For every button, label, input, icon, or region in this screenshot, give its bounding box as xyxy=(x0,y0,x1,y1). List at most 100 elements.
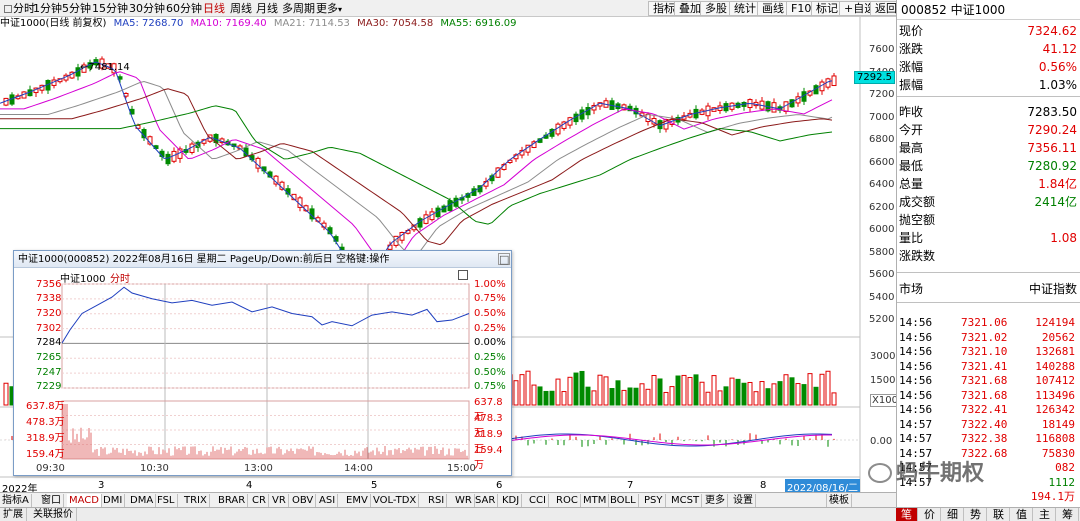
volume-bar xyxy=(789,377,795,406)
period-30min-button[interactable]: 30分钟 xyxy=(129,2,165,15)
indicator-tab[interactable]: TRIX xyxy=(182,494,210,507)
draw-line-button[interactable]: 画线 xyxy=(757,1,789,16)
popup-pct-tick: 0.50% xyxy=(474,367,506,378)
quote-row: 总量 1.84亿 xyxy=(899,177,1077,191)
indicator-tab[interactable]: ROC xyxy=(554,494,581,507)
close-icon[interactable]: □ xyxy=(498,253,510,266)
volume-bar xyxy=(699,381,705,406)
period-multi-button[interactable]: 多周期 xyxy=(282,2,315,15)
indicator-tab[interactable]: CCI xyxy=(527,494,549,507)
popup-price-tick: 7302 xyxy=(36,323,62,334)
indicator-tab[interactable]: EMV xyxy=(344,494,371,507)
moving-average-line xyxy=(0,71,833,266)
popup-price-tick: 7356 xyxy=(36,279,62,290)
indicator-tab[interactable]: BOLL xyxy=(608,494,639,507)
side-tab-4[interactable]: 联 xyxy=(988,508,1010,521)
multi-stock-button[interactable]: 多股 xyxy=(700,1,732,16)
indicator-tab[interactable]: ASI xyxy=(317,494,339,507)
macd-dea-line xyxy=(499,434,833,446)
quote-row: 最低 7280.92 xyxy=(899,159,1077,173)
volume-bar xyxy=(741,382,747,406)
indicator-tab[interactable]: MCST xyxy=(669,494,703,507)
volume-bar xyxy=(609,388,615,406)
indicator-tab[interactable]: 窗口 xyxy=(39,494,64,507)
period-intraday-button[interactable]: 分时 xyxy=(2,1,37,16)
indicator-tab[interactable]: WR xyxy=(453,494,475,507)
related-quote-button[interactable]: 关联报价 xyxy=(30,508,77,521)
period-monthly-button[interactable]: 月线 xyxy=(256,2,278,15)
indicator-tab[interactable]: 设置 xyxy=(731,494,756,507)
indicator-tab[interactable]: FSL xyxy=(155,494,178,507)
ma30-label: MA30: 7054.58 xyxy=(357,18,434,29)
indicator-tab[interactable]: VOL-TDX xyxy=(371,494,420,507)
popup-vol-tick: 637.8万 xyxy=(26,401,65,412)
popup-time-tick: 09:30 xyxy=(36,463,65,474)
intraday-popup[interactable]: 中证1000(000852) 2022年08月16日 星期二 PageUp/Do… xyxy=(13,250,512,476)
period-60min-button[interactable]: 60分钟 xyxy=(166,2,202,15)
date-mark: 6 xyxy=(496,480,503,491)
side-tab-7[interactable]: 筹 xyxy=(1057,508,1079,521)
popup-pct-tick: 0.25% xyxy=(474,323,506,334)
volume-bar xyxy=(585,386,591,406)
quote-row: 现价 7324.62 xyxy=(899,24,1077,38)
period-more-button[interactable]: 更多▾ xyxy=(316,2,343,15)
template-button[interactable]: 模板 xyxy=(826,494,852,507)
expand-button[interactable]: 扩展 xyxy=(0,508,27,521)
volume-bar xyxy=(663,391,669,406)
ma5-label: MA5: 7268.70 xyxy=(113,18,184,29)
popup-pct-tick: 0.75% xyxy=(474,381,506,392)
popup-pct-tick: 0.75% xyxy=(474,293,506,304)
side-tab-3[interactable]: 势 xyxy=(965,508,987,521)
period-5min-button[interactable]: 5分钟 xyxy=(62,2,91,15)
tick-row: 14:56 7321.06 124194 xyxy=(899,316,1075,329)
indicator-tab[interactable]: DMI xyxy=(101,494,126,507)
chart-title: 中证1000(日线 前复权) xyxy=(0,18,107,29)
volume-bar xyxy=(819,373,825,406)
indicator-tab[interactable]: PSY xyxy=(642,494,666,507)
side-tab-6[interactable]: 主 xyxy=(1034,508,1056,521)
period-1min-button[interactable]: 1分钟 xyxy=(33,2,62,15)
period-weekly-button[interactable]: 周线 xyxy=(230,2,252,15)
mark-button[interactable]: 标记 xyxy=(811,1,843,16)
y-tick-label: 5800 xyxy=(869,247,895,258)
side-tab-0[interactable]: 笔 xyxy=(896,508,918,521)
indicator-tab[interactable]: RSI xyxy=(426,494,448,507)
volume-bar xyxy=(513,380,519,406)
indicator-tab[interactable]: VR xyxy=(270,494,289,507)
popup-vol-tick: 159.4万 xyxy=(26,449,65,460)
popup-vol-tick: 637.8万 xyxy=(474,397,503,423)
statistics-button[interactable]: 统计 xyxy=(729,1,761,16)
expand-icon[interactable] xyxy=(458,270,468,280)
period-daily-button[interactable]: 日线 xyxy=(203,2,225,15)
indicator-tab[interactable]: 指标A xyxy=(0,494,32,507)
back-button[interactable]: 返回 xyxy=(870,1,902,16)
indicator-button[interactable]: 指标 xyxy=(648,1,680,16)
overlay-button[interactable]: 叠加 xyxy=(674,1,706,16)
indicator-tab[interactable]: 更多 xyxy=(703,494,728,507)
y-tick-label: 7200 xyxy=(869,89,895,100)
tick-row: 14:57 082 xyxy=(899,461,1075,474)
side-tab-5[interactable]: 值 xyxy=(1011,508,1033,521)
volume-frame xyxy=(61,400,470,460)
side-tab-2[interactable]: 细 xyxy=(942,508,964,521)
indicator-tab[interactable]: MACD xyxy=(67,494,102,507)
volume-bar xyxy=(645,388,651,406)
indicator-tab[interactable]: OBV xyxy=(290,494,317,507)
indicator-tab[interactable]: SAR xyxy=(473,494,499,507)
volume-bar xyxy=(651,374,657,406)
indicator-tab[interactable]: DMA xyxy=(128,494,157,507)
quote-row: 涨跌数 xyxy=(899,249,936,263)
indicator-tab[interactable]: BRAR xyxy=(216,494,249,507)
period-15min-button[interactable]: 15分钟 xyxy=(92,2,128,15)
f10-button[interactable]: F10 xyxy=(786,1,817,16)
volume-bar xyxy=(669,386,675,406)
indicator-tab[interactable]: MTM xyxy=(581,494,610,507)
quote-row: 量比 1.08 xyxy=(899,231,1077,245)
popup-vol-tick: 478.3万 xyxy=(474,413,503,439)
side-tab-1[interactable]: 价 xyxy=(919,508,941,521)
indicator-tab[interactable]: CR xyxy=(250,494,269,507)
indicator-tab[interactable]: KDJ xyxy=(500,494,523,507)
volume-bar xyxy=(711,375,717,406)
y-tick-label: 6200 xyxy=(869,202,895,213)
bottom-bar: 扩展 关联报价 笔价细势联值主筹 xyxy=(0,507,1080,521)
